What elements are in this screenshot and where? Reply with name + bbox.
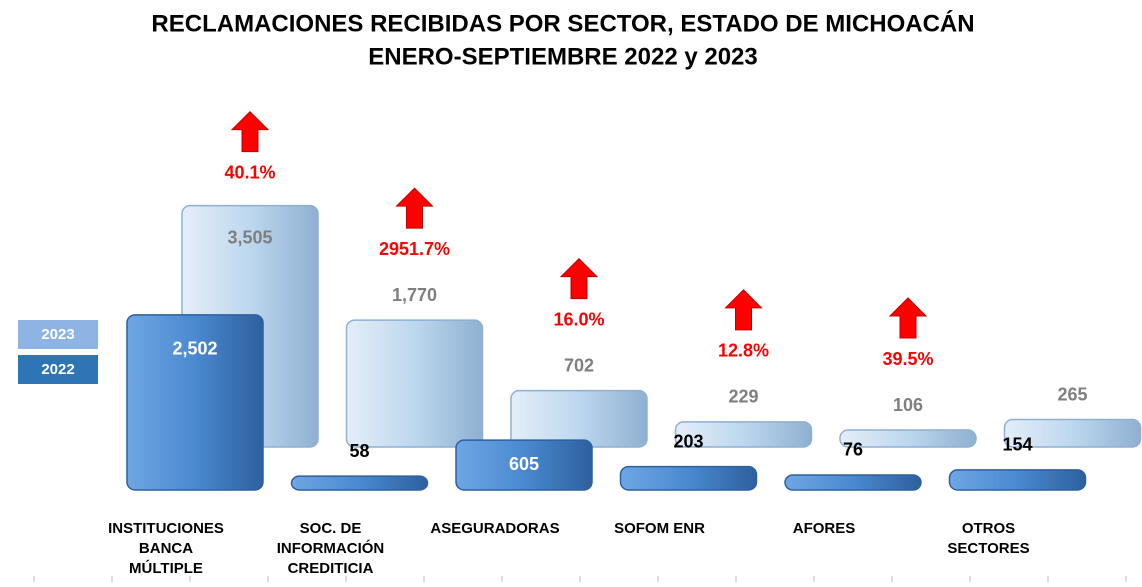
value-label: 106 (893, 395, 923, 415)
x-tick-label: INFORMACIÓN (277, 539, 385, 557)
bar (948, 469, 1087, 491)
x-tick-label: AFORES (793, 520, 856, 537)
bar (839, 429, 977, 448)
change-label: 39.5% (882, 349, 933, 369)
bar (126, 314, 264, 491)
change-arrow (888, 297, 928, 339)
change-arrow (724, 289, 763, 331)
change-label: 2951.7% (379, 239, 450, 259)
legend-swatch (18, 355, 98, 384)
legend-swatch (18, 320, 98, 349)
value-label: 58 (349, 441, 369, 461)
bar (784, 474, 922, 491)
change-label: 16.0% (553, 309, 604, 329)
value-label: 1,770 (392, 285, 437, 305)
x-tick-label: BANCA (139, 540, 193, 557)
value-label: 154 (1002, 435, 1032, 455)
change-arrow (395, 187, 434, 229)
bar (290, 475, 429, 491)
bar (674, 421, 813, 448)
chart-title: RECLAMACIONES RECIBIDAS POR SECTOR, ESTA… (151, 9, 974, 37)
change-label: 40.1% (224, 162, 275, 182)
legend-label: 2023 (41, 326, 74, 343)
value-label: 203 (673, 431, 703, 451)
x-tick-label: MÚLTIPLE (129, 559, 203, 577)
bar (1003, 418, 1142, 448)
x-tick-label: OTROS (962, 520, 1015, 537)
legend-label: 2022 (41, 361, 74, 378)
value-label: 2,502 (172, 339, 217, 359)
x-tick-label: SOFOM ENR (614, 520, 705, 537)
x-tick-label: ASEGURADORAS (430, 520, 559, 537)
bar (455, 439, 593, 491)
chart-title: ENERO-SEPTIEMBRE 2022 y 2023 (368, 43, 758, 70)
value-label: 605 (509, 454, 539, 474)
value-label: 3,505 (227, 227, 272, 247)
change-arrow (230, 110, 270, 153)
bar (345, 319, 484, 448)
bar (619, 465, 758, 491)
value-label: 229 (728, 387, 758, 407)
x-tick-label: SOC. DE (300, 520, 362, 537)
x-tick-label: INSTITUCIONES (108, 520, 224, 537)
x-tick-label: CREDITICIA (288, 560, 374, 577)
change-arrow (559, 257, 599, 300)
value-label: 265 (1057, 384, 1087, 404)
value-label: 702 (564, 355, 594, 375)
x-tick-label: SECTORES (947, 540, 1029, 557)
value-label: 76 (843, 440, 863, 460)
change-label: 12.8% (718, 341, 769, 361)
bar (510, 389, 648, 448)
